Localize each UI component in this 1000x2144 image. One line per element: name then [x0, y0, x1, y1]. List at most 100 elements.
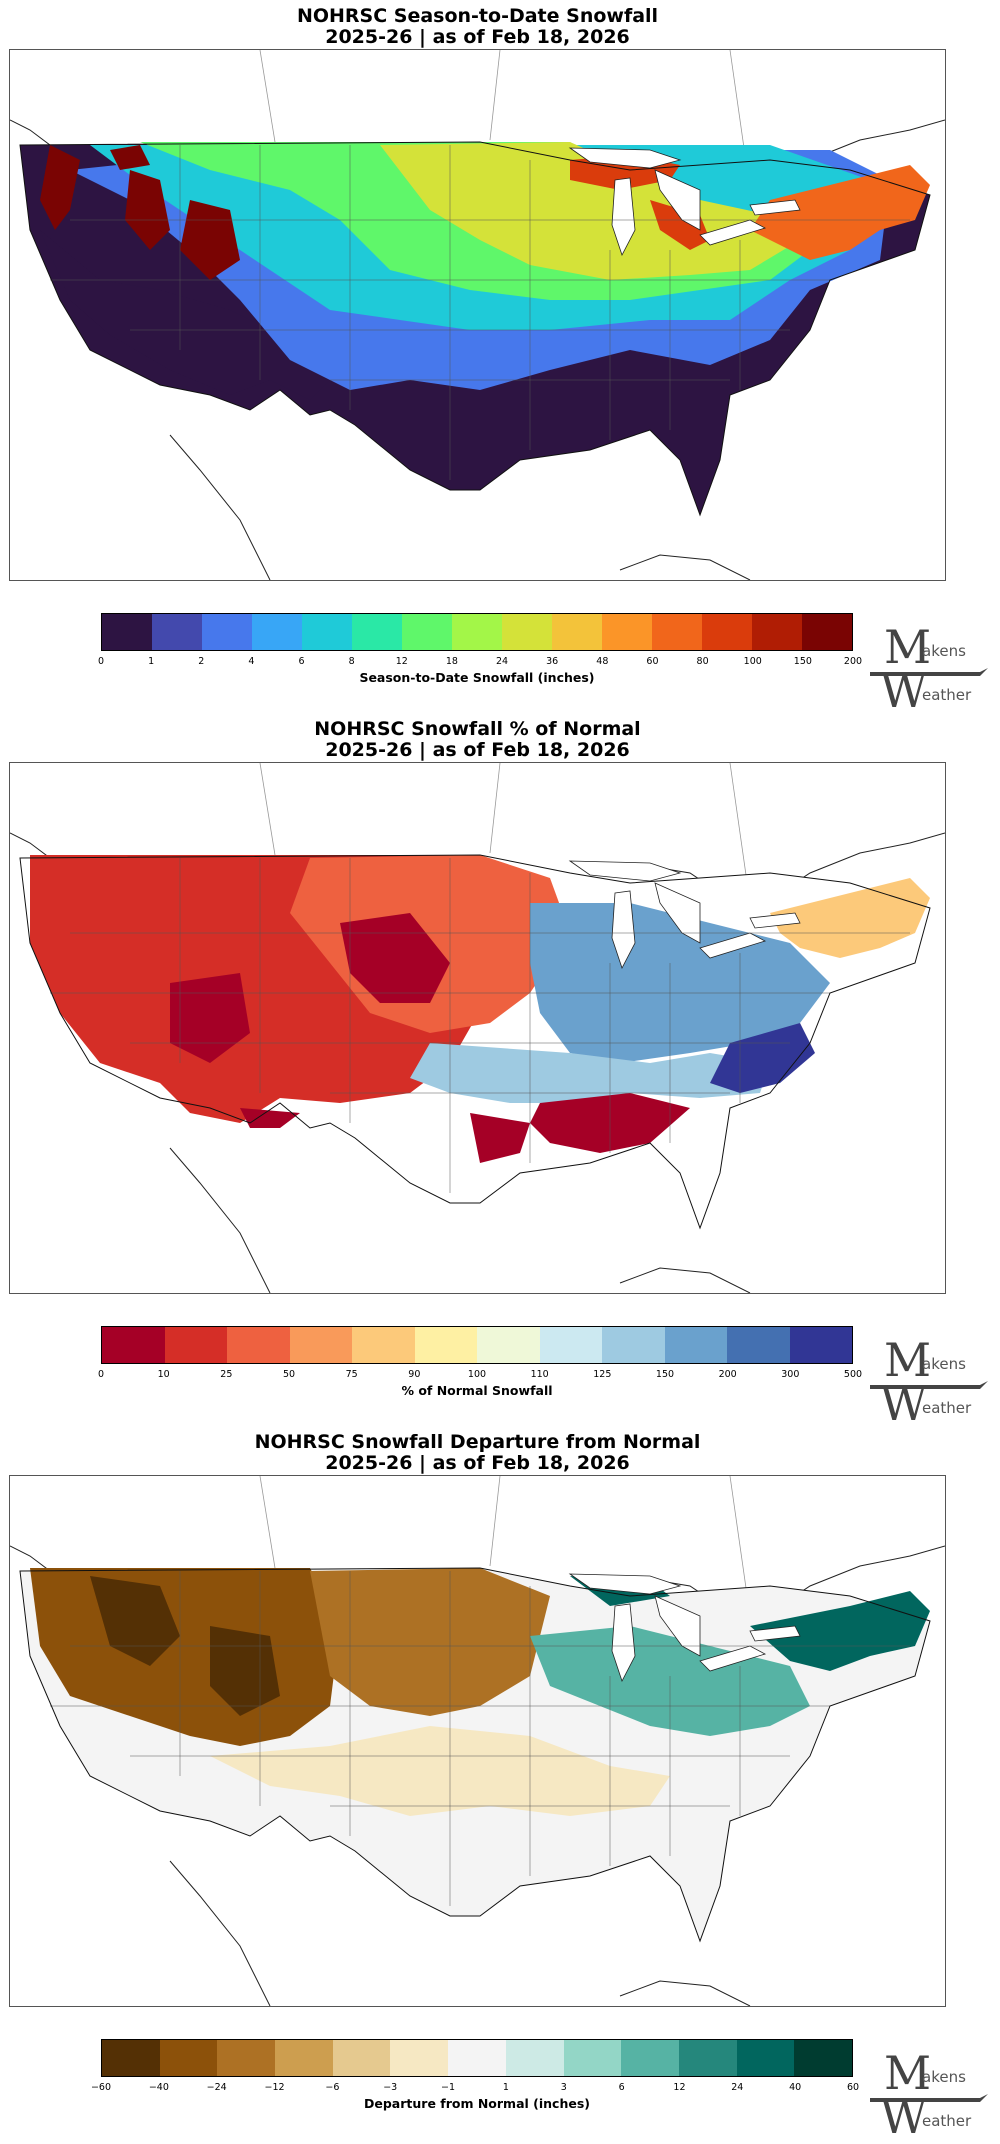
logo-text-eather: eather: [922, 1399, 972, 1417]
map-season-snowfall[interactable]: [9, 49, 946, 581]
colorbar-tick-label: 4: [248, 656, 255, 667]
colorbar-tick-label: 60: [646, 656, 659, 667]
colorbar-ticks: 0 1 2 4 6 8 12 18 24 36 48 60 80 100 150 200: [97, 656, 862, 670]
colorbar-tick-label: 1: [148, 656, 155, 667]
colorbar-swatch: [402, 614, 452, 650]
colorbar-swatch: [159, 2040, 218, 2076]
region-rockies: [40, 145, 240, 280]
colorbar-swatch: [664, 1327, 727, 1363]
region-dark-core: [170, 913, 450, 1063]
colorbar-swatch: [652, 614, 702, 650]
borders: [259, 1476, 810, 1617]
region-plains: [310, 1568, 550, 1716]
colorbar-tick-label: 6: [298, 656, 305, 667]
colorbar-tick-label: 50: [282, 1369, 296, 1380]
panel-departure: NOHRSC Snowfall Departure from Normal 20…: [0, 1426, 1000, 2140]
title-line: NOHRSC Snowfall Departure from Normal: [254, 1431, 701, 1453]
region-dark-brown: [90, 1576, 280, 1716]
colorbar-tick-label: 125: [593, 1369, 612, 1380]
colorbar-tick-label: 110: [530, 1369, 549, 1380]
map-departure[interactable]: [9, 1475, 946, 2007]
state-lines: [50, 145, 910, 480]
colorbar-tick-label: 24: [496, 656, 509, 667]
colorbar-tick-label: 80: [696, 656, 709, 667]
colorbar-swatch: [289, 1327, 352, 1363]
colorbar-swatch: [502, 614, 552, 650]
makens-weather-logo: M akens W eather: [862, 624, 992, 718]
conus-outline: [19, 854, 931, 1230]
colorbar-swatch: [414, 1327, 477, 1363]
colorbar-label: Departure from Normal (inches): [364, 2096, 590, 2111]
logo-text-akens: akens: [922, 2068, 966, 2086]
conus-outline: [19, 141, 931, 517]
region-northeast: [770, 878, 930, 958]
map-percent-normal[interactable]: [9, 762, 946, 1294]
colorbar-tick-label: 60: [846, 2082, 860, 2093]
colorbar-tick-label: 200: [718, 1369, 737, 1380]
colorbar-tick-label: 200: [843, 656, 863, 667]
map-svg: [10, 1476, 945, 2006]
colorbar-percent-normal: [101, 1326, 853, 1364]
colorbar-tick-label: −6: [325, 2082, 340, 2093]
logo-letter-m: M: [884, 1333, 932, 1387]
colorbar-tick-label: 500: [843, 1369, 863, 1380]
map-svg: [10, 50, 945, 580]
title-line: NOHRSC Snowfall % of Normal: [314, 718, 641, 740]
state-lines: [50, 858, 910, 1193]
colorbar-tick-label: 150: [793, 656, 812, 667]
colorbar-tick-label: −12: [264, 2082, 285, 2093]
region-northeast: [750, 165, 930, 260]
colorbar-swatch: [702, 614, 752, 650]
borders: [259, 763, 810, 904]
panel-season-snowfall: NOHRSC Season-to-Date Snowfall 2025-26 |…: [0, 0, 1000, 718]
colorbar-tick-label: 12: [673, 2082, 686, 2093]
colorbar-tick-label: −40: [148, 2082, 169, 2093]
colorbar-swatch: [736, 2040, 795, 2076]
colorbar-swatch: [152, 614, 202, 650]
colorbar-ticks: −60 −40 −24 −12 −6 −3 −1 1 3 6 12 24 40 60: [91, 2082, 859, 2096]
colorbar-swatch: [102, 2040, 160, 2076]
colorbar-tick-label: 12: [395, 656, 408, 667]
colorbar-swatch: [252, 614, 302, 650]
colorbar-season-snowfall: [101, 613, 853, 651]
logo-letter-m: M: [884, 2046, 932, 2100]
logo-letter-w: W: [880, 1377, 928, 1431]
logo-text-eather: eather: [922, 686, 972, 704]
colorbar-tick-label: 0: [97, 656, 105, 667]
state-lines: [50, 1571, 910, 1906]
logo-text-akens: akens: [922, 642, 966, 660]
colorbar-swatch: [802, 614, 852, 650]
logo-swoosh: [870, 1381, 988, 1389]
region-southwest: [40, 230, 330, 400]
great-lakes-water: [568, 860, 801, 970]
logo-swoosh: [870, 668, 988, 676]
colorbar-tick-label: 75: [345, 1369, 358, 1380]
colorbar-ticks: 0 10 25 50 75 90 100 110 125 150 200 300 500: [97, 1369, 862, 1383]
colorbar-swatch: [477, 1327, 540, 1363]
region-great-lakes: [570, 155, 710, 250]
makens-weather-logo: M akens W eather: [862, 2050, 992, 2140]
colorbar-swatch: [505, 2040, 564, 2076]
colorbar-departure: [101, 2039, 853, 2077]
colorbar-tick-label: 40: [789, 2082, 802, 2093]
colorbar-tick-label: 150: [655, 1369, 675, 1380]
colorbar-swatch: [390, 2040, 449, 2076]
colorbar-swatch: [621, 2040, 679, 2076]
colorbar-tick-label: −60: [90, 2082, 112, 2093]
logo-letter-w: W: [880, 664, 928, 718]
colorbar-tick-label: 24: [731, 2082, 744, 2093]
colorbar-tick-label: 18: [445, 656, 458, 667]
colorbar-swatch: [789, 1327, 852, 1363]
colorbar-swatch: [217, 2040, 276, 2076]
logo-text-akens: akens: [922, 1355, 966, 1373]
title-line: NOHRSC Season-to-Date Snowfall: [296, 5, 659, 27]
colorbar-tick-label: 300: [781, 1369, 800, 1380]
colorbar-label: % of Normal Snowfall: [401, 1383, 553, 1398]
colorbar-swatch: [102, 614, 152, 650]
colorbar-swatch: [552, 614, 602, 650]
colorbar-tick-label: 100: [467, 1369, 487, 1380]
colorbar-swatch: [727, 1327, 790, 1363]
colorbar-tick-label: 36: [546, 656, 559, 667]
colorbar-tick-label: 1: [502, 2082, 509, 2093]
colorbar-tick-label: 0: [97, 1369, 105, 1380]
